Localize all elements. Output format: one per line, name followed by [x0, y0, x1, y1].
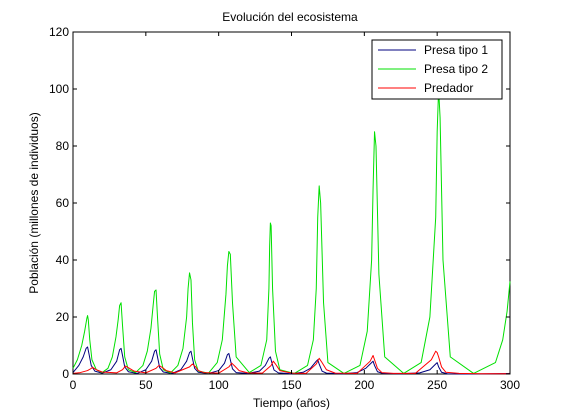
y-tick-label: 40 — [56, 253, 70, 267]
x-tick-label: 50 — [139, 378, 153, 392]
legend-items: Presa tipo 1 Presa tipo 2 Predador — [378, 43, 488, 95]
y-tick-label: 120 — [49, 25, 69, 39]
y-tick-label: 80 — [56, 139, 70, 153]
x-tick-label: 250 — [427, 378, 447, 392]
tick-layer: 0 50 100 150 200 250 300 0 20 40 60 80 100 120 — [49, 25, 520, 392]
x-tick-label: 150 — [281, 378, 301, 392]
series-line-2 — [72, 88, 511, 374]
x-tick-label: 0 — [70, 378, 77, 392]
series-line-3 — [72, 350, 510, 375]
legend: Presa tipo 1 Presa tipo 2 Predador — [371, 39, 503, 100]
x-tick-label: 100 — [209, 378, 229, 392]
x-axis-label: Tiempo (años) — [253, 396, 330, 410]
y-tick-label: 0 — [62, 367, 69, 381]
y-tick-label: 20 — [56, 310, 70, 324]
legend-label-2: Presa tipo 2 — [424, 62, 488, 76]
y-tick-label: 60 — [56, 196, 70, 210]
x-tick-label: 300 — [500, 378, 520, 392]
series-line-1 — [72, 346, 511, 375]
chart-title: Evolución del ecosistema — [222, 10, 358, 24]
y-tick-label: 100 — [49, 82, 69, 96]
legend-label-1: Presa tipo 1 — [424, 43, 488, 57]
x-tick-label: 200 — [354, 378, 374, 392]
series-layer — [72, 88, 511, 375]
legend-label-3: Predador — [424, 81, 473, 95]
y-axis-label: Población (millones de individuos) — [27, 112, 41, 293]
